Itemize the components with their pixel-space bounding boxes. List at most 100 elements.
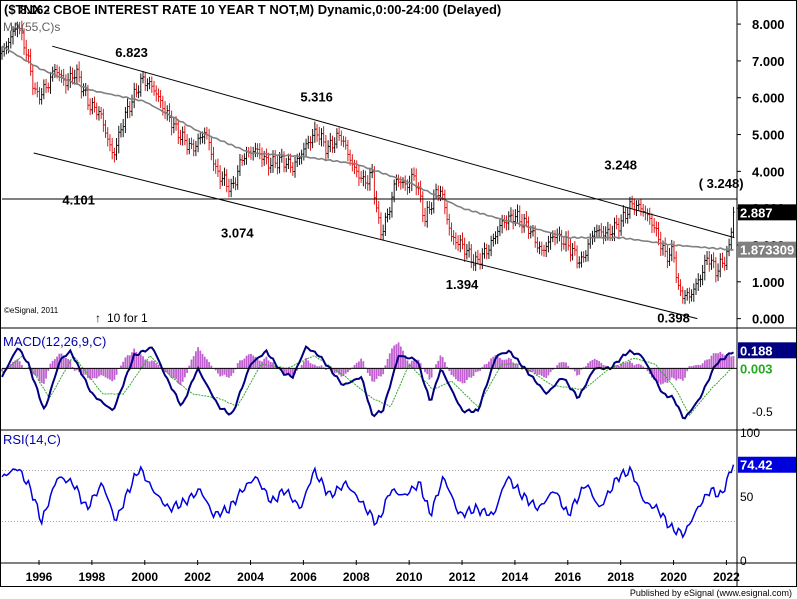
macd-histogram-bar <box>69 359 72 369</box>
macd-histogram-bar <box>49 363 52 369</box>
rsi-value: 74.42 <box>740 458 773 473</box>
macd-histogram-bar <box>159 367 162 369</box>
price-candle <box>146 78 149 92</box>
macd-histogram-bar <box>360 358 363 369</box>
price-candle <box>562 236 566 250</box>
price-candle <box>540 241 543 256</box>
macd-histogram-bar <box>307 360 310 369</box>
price-candle <box>437 185 440 201</box>
macd-histogram-bar <box>391 348 393 369</box>
price-candle <box>390 191 394 218</box>
split-note: 10 for 1 <box>107 311 148 325</box>
price-candle <box>221 171 224 186</box>
price-candle <box>110 137 114 160</box>
price-candle <box>364 170 367 190</box>
macd-histogram-bar <box>258 360 261 369</box>
macd-histogram-bar <box>124 357 127 369</box>
ma-line <box>1 45 734 251</box>
price-candle <box>547 235 550 253</box>
price-candle <box>624 207 627 224</box>
price-candle <box>82 83 85 97</box>
price-candle <box>357 165 361 187</box>
macd-histogram-bar <box>659 368 662 385</box>
price-candle <box>207 128 211 151</box>
price-candle <box>485 243 488 260</box>
price-candle <box>42 79 46 100</box>
price-candle <box>287 153 290 170</box>
price-candle <box>503 214 506 229</box>
x-tick-label: 2006 <box>290 570 317 584</box>
macd-histogram-bar <box>474 368 477 373</box>
macd-value-box <box>738 342 796 359</box>
price-candle <box>648 207 651 225</box>
macd-histogram-bar <box>472 368 475 377</box>
price-candle <box>551 230 555 243</box>
price-candle <box>569 238 572 262</box>
price-candle <box>25 39 28 61</box>
price-candle <box>214 159 217 174</box>
macd-histogram-bar <box>540 368 543 376</box>
macd-histogram-bar <box>192 356 195 369</box>
price-candle <box>170 110 173 136</box>
x-tick-label: 2002 <box>184 570 211 584</box>
macd-histogram-bar <box>109 368 111 380</box>
macd-histogram-bar <box>309 363 312 369</box>
price-candle <box>331 135 334 153</box>
channel-line <box>33 152 698 320</box>
rsi-value-box <box>738 456 796 473</box>
macd-histogram-bar <box>172 368 175 379</box>
x-tick-label: 2018 <box>607 570 634 584</box>
macd-histogram-bar <box>296 368 299 371</box>
macd-histogram-bar <box>382 368 385 375</box>
price-tick-label: 5.000 <box>752 128 785 143</box>
macd-histogram-bar <box>250 353 252 369</box>
macd-histogram-bar <box>499 357 501 369</box>
price-candle <box>216 158 220 177</box>
price-candle <box>496 226 499 244</box>
macd-histogram-bar <box>217 368 219 374</box>
price-candle <box>701 264 704 286</box>
price-candle <box>633 198 636 215</box>
price-annotation: 3.248 <box>604 158 637 173</box>
macd-histogram-bar <box>386 358 389 369</box>
price-tick-label: 1.000 <box>752 275 785 290</box>
price-candle <box>498 219 502 237</box>
macd-histogram-bar <box>164 368 166 373</box>
price-candle <box>203 127 206 145</box>
macd-histogram-bar <box>567 365 570 369</box>
macd-histogram-bar <box>197 347 199 369</box>
price-candle <box>679 279 682 297</box>
price-candle <box>434 183 438 200</box>
price-candle <box>155 85 158 102</box>
price-candle <box>157 88 160 103</box>
macd-histogram-bar <box>408 363 411 369</box>
macd-histogram-bar <box>106 368 109 379</box>
macd-histogram-bar <box>551 368 554 370</box>
macd-histogram-bar <box>100 368 103 376</box>
macd-histogram-bar <box>490 358 493 369</box>
price-candle <box>289 153 292 173</box>
macd-histogram-bar <box>353 364 356 369</box>
price-candle <box>38 87 41 105</box>
macd-histogram-bar <box>269 362 272 369</box>
macd-histogram-bar <box>186 368 188 373</box>
price-candle <box>723 256 726 271</box>
macd-histogram-bar <box>331 368 334 373</box>
macd-histogram-bar <box>699 365 702 369</box>
last-price-value: 2.887 <box>740 205 773 220</box>
price-candle <box>408 175 411 194</box>
signal-value: 0.003 <box>740 361 773 376</box>
macd-histogram-bar <box>668 368 671 381</box>
macd-histogram-bar <box>635 364 638 369</box>
price-candle <box>712 252 715 269</box>
price-candle <box>564 231 568 252</box>
price-candle <box>285 157 288 173</box>
price-candle <box>481 248 484 269</box>
macd-histogram-bar <box>521 368 523 370</box>
macd-histogram-bar <box>362 361 365 369</box>
macd-histogram-bar <box>545 368 548 379</box>
macd-histogram-bar <box>446 366 448 369</box>
price-candle <box>366 175 369 191</box>
price-candle <box>311 128 314 149</box>
price-candle <box>36 81 39 98</box>
